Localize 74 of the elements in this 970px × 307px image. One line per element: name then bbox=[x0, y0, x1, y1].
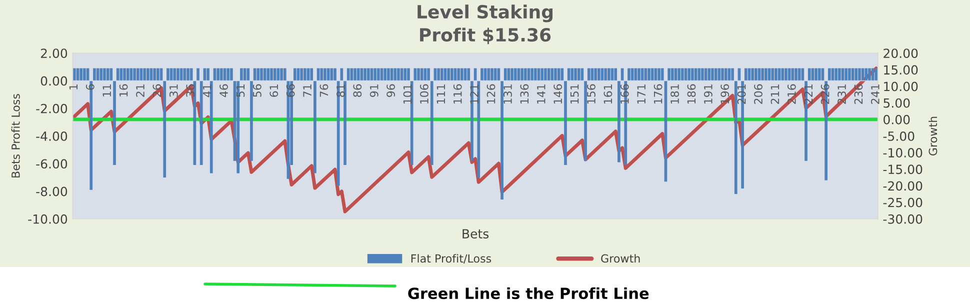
x-tick-label: 176 bbox=[654, 84, 662, 104]
y-tick-label: -8.00 bbox=[36, 186, 68, 196]
x-axis-title: Bets bbox=[462, 229, 489, 239]
x-tick-label: 106 bbox=[420, 84, 428, 104]
y-tick-label: -10.00 bbox=[28, 214, 68, 224]
y2-tick-label: -10.00 bbox=[883, 148, 922, 158]
x-tick-label: 121 bbox=[470, 84, 478, 104]
y2-tick-label: -5.00 bbox=[883, 131, 914, 141]
x-tick-label: 26 bbox=[152, 84, 162, 97]
x-tick-label: 181 bbox=[670, 84, 679, 104]
x-tick-label: 101 bbox=[403, 84, 412, 104]
y2-tick-label: 5.00 bbox=[884, 98, 910, 108]
x-tick-label: 156 bbox=[587, 84, 596, 104]
x-tick-label: 116 bbox=[453, 84, 462, 104]
x-tick-label: 86 bbox=[353, 84, 362, 97]
y2-tick-label: -30.00 bbox=[883, 214, 922, 224]
y2-tick-label: -20.00 bbox=[883, 181, 922, 191]
x-tick-label: 1 bbox=[69, 84, 78, 90]
text: Green Line is the Profit Line bbox=[408, 287, 649, 300]
x-tick-label: 191 bbox=[704, 84, 712, 104]
x-tick-label: 226 bbox=[820, 84, 830, 104]
x-tick-label: 76 bbox=[320, 84, 328, 97]
x-tick-label: 96 bbox=[386, 84, 396, 97]
x-tick-label: 231 bbox=[838, 84, 846, 104]
y2-tick-label: 10.00 bbox=[884, 82, 918, 92]
y-axis-title: Bets Profit Loss bbox=[11, 94, 20, 178]
x-tick-label: 126 bbox=[486, 84, 496, 104]
legend-label: Growth bbox=[601, 254, 640, 263]
x-tick-label: 31 bbox=[169, 84, 178, 97]
y2-tick-label: 15.00 bbox=[884, 65, 918, 75]
x-tick-label: 221 bbox=[804, 84, 812, 104]
y-tick-label: -4.00 bbox=[36, 131, 68, 141]
x-tick-label: 16 bbox=[119, 84, 128, 96]
y-tick-label: 0.00 bbox=[40, 76, 68, 86]
x-tick-label: 146 bbox=[554, 84, 562, 104]
chart-title: Level Staking Profit $15.36 bbox=[418, 4, 552, 44]
x-tick-label: 161 bbox=[604, 84, 612, 104]
y2-axis-title: Growth bbox=[928, 116, 938, 156]
legend-label: Flat Profit/Loss bbox=[411, 254, 492, 264]
x-tick-label: 56 bbox=[252, 84, 262, 97]
x-tick-label: 241 bbox=[871, 84, 880, 104]
x-tick-label: 111 bbox=[436, 84, 445, 104]
x-tick-label: 196 bbox=[720, 84, 730, 104]
y-tick-label: -6.00 bbox=[36, 159, 68, 169]
x-tick-label: 236 bbox=[854, 84, 863, 104]
x-tick-label: 201 bbox=[737, 84, 746, 104]
x-tick-label: 61 bbox=[270, 84, 278, 97]
x-tick-label: 136 bbox=[520, 84, 529, 104]
x-tick-label: 216 bbox=[787, 84, 796, 104]
x-tick-label: 6 bbox=[86, 84, 94, 90]
x-tick-label: 206 bbox=[754, 84, 762, 104]
x-tick-label: 91 bbox=[370, 84, 378, 97]
x-tick-label: 46 bbox=[220, 84, 228, 98]
x-tick-label: 131 bbox=[504, 84, 512, 104]
x-tick-label: 51 bbox=[236, 84, 245, 97]
y-tick-label: -2.00 bbox=[36, 104, 68, 114]
y2-tick-label: -15.00 bbox=[883, 164, 922, 174]
x-tick-label: 171 bbox=[637, 84, 646, 104]
x-tick-label: 166 bbox=[620, 84, 629, 104]
y2-tick-label: -25.00 bbox=[883, 198, 922, 208]
x-tick-label: 41 bbox=[203, 84, 212, 98]
x-tick-label: 21 bbox=[136, 84, 144, 97]
x-tick-label: 71 bbox=[303, 84, 312, 97]
y2-tick-label: 20.00 bbox=[884, 48, 918, 58]
x-tick-label: 211 bbox=[770, 84, 780, 104]
x-tick-label: 66 bbox=[286, 84, 295, 97]
x-tick-label: 186 bbox=[687, 84, 696, 104]
x-tick-label: 151 bbox=[570, 84, 579, 104]
y2-tick-label: 0.00 bbox=[884, 114, 910, 124]
y-tick-label: 2.00 bbox=[40, 48, 68, 58]
x-tick-label: 141 bbox=[537, 84, 546, 104]
x-tick-label: 81 bbox=[336, 84, 345, 97]
x-tick-label: 11 bbox=[102, 84, 111, 96]
x-tick-label: 36 bbox=[186, 84, 195, 97]
